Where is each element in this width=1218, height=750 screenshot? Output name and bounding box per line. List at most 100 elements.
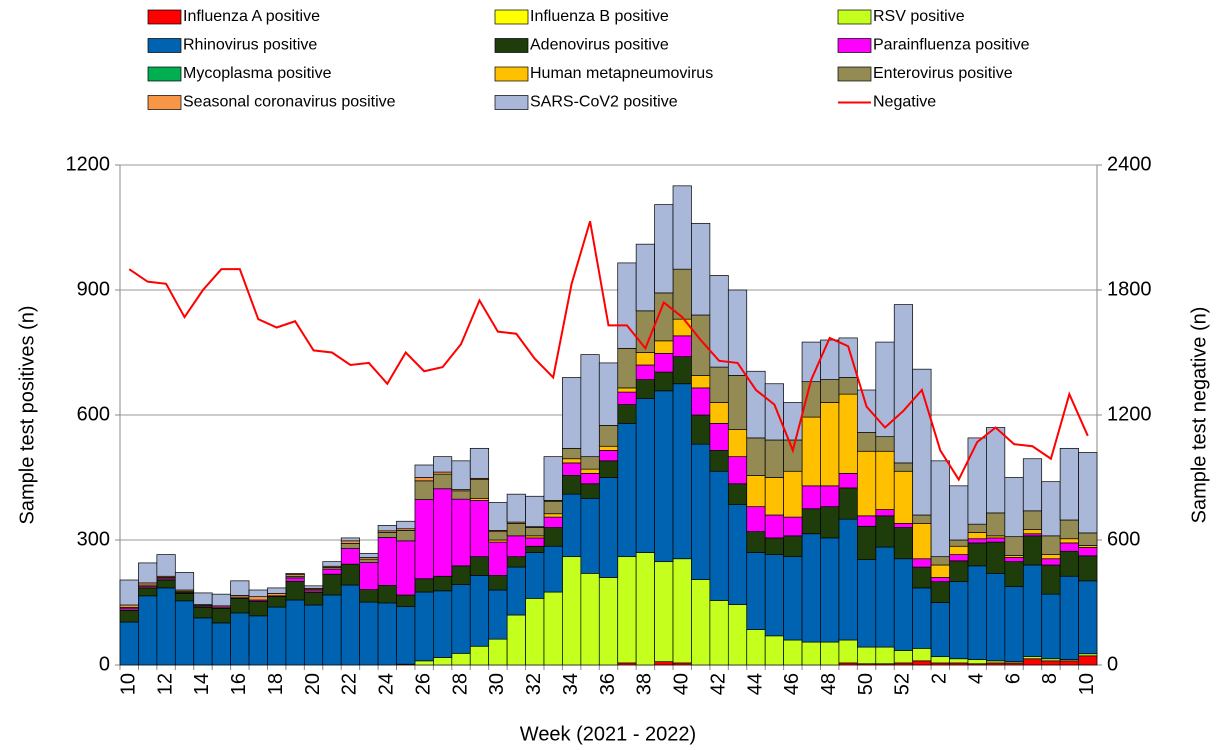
- bar-segment: [377, 537, 397, 586]
- bar-segment: [672, 335, 692, 358]
- bar-segment: [138, 587, 158, 597]
- bar-segment: [598, 577, 619, 666]
- bar-segment: [912, 514, 932, 524]
- bar-segment: [488, 531, 508, 541]
- x-tick-label: 4: [965, 673, 987, 684]
- bar-segment: [1078, 547, 1098, 557]
- bar-segment: [359, 558, 379, 563]
- bar-segment: [654, 371, 674, 392]
- bar-segment: [654, 390, 674, 563]
- bar-segment: [949, 658, 969, 664]
- x-tick-label: 48: [818, 673, 840, 695]
- x-tick-label: 20: [302, 673, 324, 695]
- bar-segment: [1004, 536, 1024, 556]
- bar-segment: [525, 552, 545, 599]
- bar-segment: [119, 621, 139, 666]
- bar-segment: [414, 499, 434, 580]
- bar-segment: [359, 552, 379, 558]
- bar-segment: [1004, 477, 1024, 538]
- bar-segment: [838, 377, 858, 395]
- bar-segment: [525, 537, 545, 547]
- bar-segment: [248, 596, 268, 601]
- bar-segment: [967, 542, 987, 567]
- bar-segment: [930, 602, 950, 658]
- bar-segment: [211, 622, 231, 666]
- bar-segment: [617, 262, 637, 349]
- bar-segment: [838, 487, 858, 520]
- bar-segment: [838, 472, 858, 489]
- bar-segment: [211, 593, 231, 607]
- bar-segment: [562, 493, 582, 558]
- bar-segment: [506, 614, 526, 666]
- bar-segment: [691, 443, 711, 580]
- bar-segment: [1022, 564, 1043, 658]
- bar-segment: [801, 381, 821, 418]
- bar-segment: [543, 513, 563, 518]
- bar-segment: [654, 661, 674, 666]
- bar-segment: [635, 352, 655, 366]
- bar-segment: [1059, 542, 1079, 552]
- legend-label: Seasonal coronavirus positive: [183, 94, 396, 111]
- x-tick-label: 6: [1002, 673, 1024, 684]
- bar-segment: [783, 556, 803, 641]
- bar-segment: [359, 589, 379, 603]
- bar-segment: [1041, 558, 1061, 566]
- bar-segment: [727, 604, 748, 666]
- bar-segment: [433, 657, 453, 666]
- legend-label: RSV positive: [873, 8, 965, 25]
- x-tick-label: 8: [1039, 673, 1061, 684]
- bar-segment: [303, 585, 324, 589]
- bar-segment: [930, 460, 950, 558]
- bar-segment: [451, 498, 471, 567]
- bar-segment: [138, 562, 158, 584]
- bar-segment: [709, 366, 729, 403]
- bar-segment: [174, 600, 195, 666]
- bar-segment: [783, 516, 803, 537]
- bar-segment: [506, 566, 526, 616]
- bar-segment: [820, 537, 840, 643]
- bar-segment: [580, 497, 600, 574]
- bar-segment: [857, 646, 877, 665]
- bar-segment: [525, 527, 545, 537]
- bar-segment: [617, 422, 637, 558]
- y-tick-label: 1200: [66, 153, 111, 175]
- bar-segment: [396, 540, 416, 596]
- bar-segment: [857, 432, 877, 452]
- bar-segment: [949, 539, 969, 547]
- bar-segment: [414, 591, 434, 662]
- bar-segment: [1078, 452, 1098, 534]
- x-tick-label: 36: [597, 673, 619, 695]
- bar-segment: [433, 590, 453, 658]
- bar-segment: [580, 354, 600, 458]
- bar-segment: [727, 504, 748, 605]
- bar-segment: [893, 304, 914, 464]
- x-tick-label: 32: [523, 673, 545, 695]
- bar-segment: [230, 580, 250, 596]
- bar-segment: [174, 572, 195, 591]
- bar-segment: [1059, 660, 1079, 666]
- bar-segment: [248, 615, 268, 666]
- bar-segment: [396, 530, 416, 542]
- bar-segment: [875, 515, 895, 548]
- bar-segment: [396, 606, 416, 665]
- y-tick-label: 300: [77, 528, 110, 550]
- bar-segment: [949, 545, 969, 555]
- legend: Influenza A positive Influenza B positive…: [147, 8, 1030, 111]
- bar-segment: [672, 356, 692, 385]
- bar-segment: [635, 364, 655, 380]
- bar-segment: [1059, 538, 1079, 544]
- bar-segment: [617, 556, 637, 664]
- bar-segment: [893, 522, 914, 528]
- bar-segment: [1059, 550, 1079, 577]
- bar-segment: [488, 502, 508, 531]
- bar-segment: [1022, 658, 1043, 666]
- bar-segment: [709, 422, 729, 451]
- bar-segment: [469, 479, 490, 499]
- bar-segment: [469, 575, 490, 647]
- bar-segment: [1041, 593, 1061, 660]
- bar-segment: [377, 602, 397, 666]
- bar-segment: [340, 540, 360, 544]
- bar-segment: [414, 578, 434, 593]
- bar-segment: [893, 527, 914, 560]
- bar-segment: [377, 525, 397, 532]
